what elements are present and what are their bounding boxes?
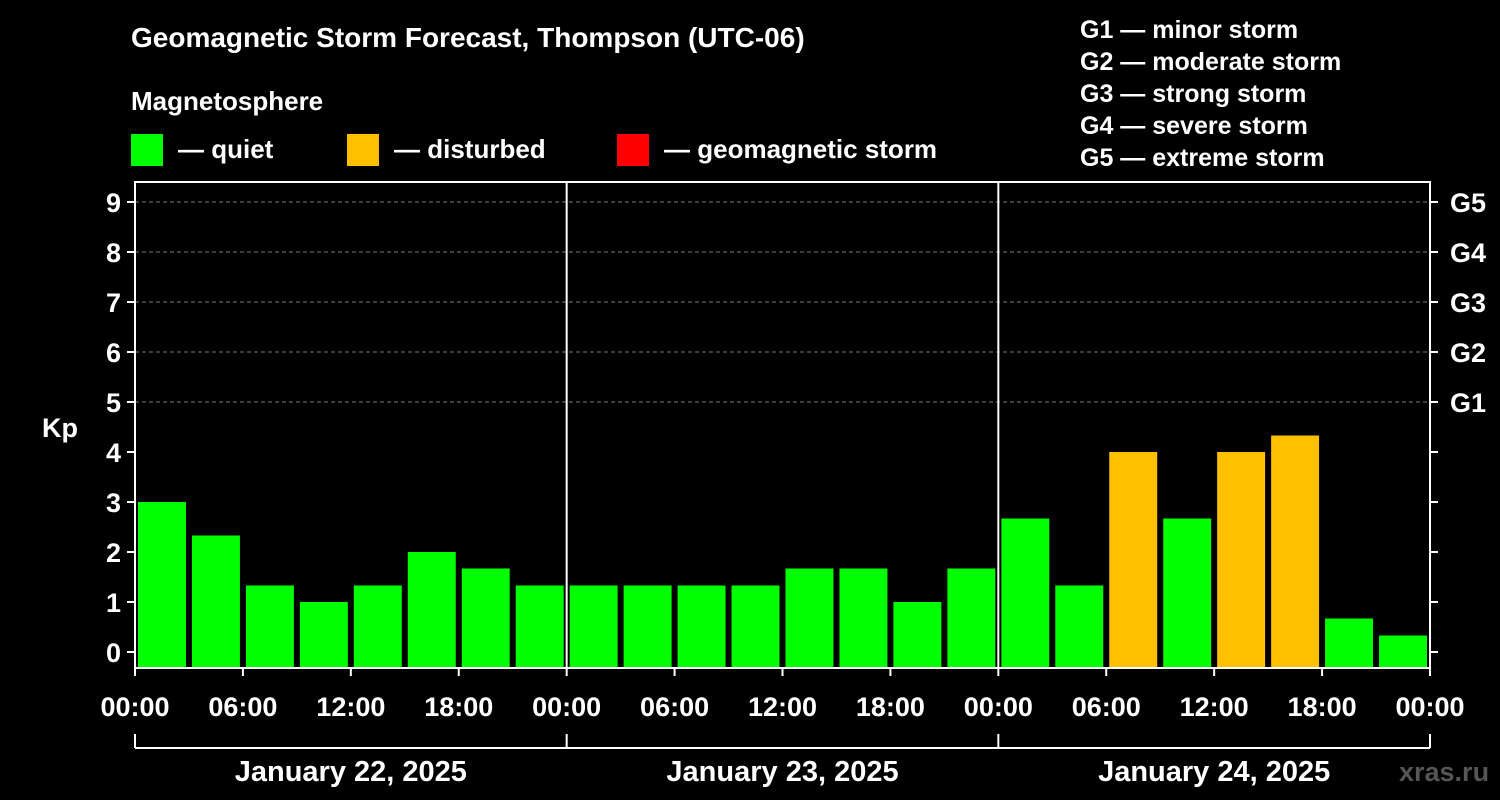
storm-scale-g4: G4 — severe storm: [1080, 112, 1308, 140]
legend-label-disturbed: — disturbed: [394, 134, 546, 164]
y-tick-label: 5: [106, 388, 121, 418]
kp-bar: [1055, 585, 1104, 668]
y-tick-label: 3: [106, 488, 121, 518]
kp-bar: [785, 568, 834, 668]
g-scale-label: G1: [1450, 388, 1486, 418]
x-tick-label: 06:00: [640, 692, 709, 722]
x-tick-label: 06:00: [1072, 692, 1141, 722]
x-tick-label: 12:00: [748, 692, 817, 722]
legend-swatch-storm: [617, 134, 649, 166]
kp-bar: [677, 585, 726, 668]
y-tick-label: 1: [106, 588, 121, 618]
legend-label-quiet: — quiet: [178, 134, 274, 164]
x-tick-label: 00:00: [1395, 692, 1464, 722]
storm-scale-legend: G1 — minor storm G2 — moderate storm G3 …: [1080, 14, 1341, 174]
kp-bar: [1163, 518, 1212, 668]
storm-scale-g3: G3 — strong storm: [1080, 80, 1307, 108]
x-tick-label: 18:00: [856, 692, 925, 722]
kp-bar: [1001, 518, 1050, 668]
kp-bar: [1217, 452, 1266, 668]
kp-bar: [731, 585, 780, 668]
x-tick-label: 00:00: [964, 692, 1033, 722]
legend-swatch-quiet: [131, 134, 163, 166]
y-tick-label: 0: [106, 638, 121, 668]
x-tick-label: 18:00: [1288, 692, 1357, 722]
section-label: Magnetosphere: [131, 86, 324, 116]
kp-bar: [1271, 435, 1320, 668]
kp-bar: [461, 568, 510, 668]
kp-bar: [1109, 452, 1158, 668]
y-tick-label: 2: [106, 538, 121, 568]
kp-bar: [245, 585, 294, 668]
kp-bar: [569, 585, 618, 668]
x-tick-label: 06:00: [208, 692, 277, 722]
g-scale-label: G4: [1450, 238, 1486, 268]
y-tick-label: 6: [106, 338, 121, 368]
day-label: January 24, 2025: [1098, 756, 1330, 788]
kp-bar: [839, 568, 888, 668]
day-label: January 23, 2025: [666, 756, 898, 788]
legend-swatch-disturbed: [347, 134, 379, 166]
kp-bar: [623, 585, 672, 668]
kp-bar: [1325, 618, 1374, 668]
g-scale-label: G3: [1450, 288, 1486, 318]
kp-bar: [353, 585, 402, 668]
g-scale-label: G2: [1450, 338, 1486, 368]
g-scale-label: G5: [1450, 188, 1486, 218]
kp-bar: [1379, 635, 1427, 668]
kp-bar: [893, 602, 942, 668]
legend-label-storm: — geomagnetic storm: [664, 134, 938, 164]
x-tick-label: 12:00: [316, 692, 385, 722]
chart-title: Geomagnetic Storm Forecast, Thompson (UT…: [131, 22, 805, 53]
x-tick-label: 12:00: [1180, 692, 1249, 722]
y-tick-label: 8: [106, 238, 121, 268]
kp-bar: [191, 535, 240, 668]
kp-bar: [299, 602, 348, 668]
x-tick-label: 18:00: [424, 692, 493, 722]
y-axis-title: Kp: [42, 413, 78, 443]
x-tick-label: 00:00: [532, 692, 601, 722]
x-tick-label: 00:00: [100, 692, 169, 722]
y-tick-label: 7: [106, 288, 121, 318]
day-label: January 22, 2025: [235, 756, 467, 788]
kp-bar: [138, 502, 186, 668]
y-tick-label: 9: [106, 188, 121, 218]
storm-scale-g5: G5 — extreme storm: [1080, 144, 1325, 172]
y-tick-label: 4: [106, 438, 121, 468]
kp-bar: [515, 585, 564, 668]
watermark: xras.ru: [1399, 757, 1490, 787]
kp-bar: [407, 552, 456, 668]
kp-bar: [947, 568, 996, 668]
storm-scale-g1: G1 — minor storm: [1080, 16, 1299, 44]
storm-scale-g2: G2 — moderate storm: [1080, 48, 1342, 76]
